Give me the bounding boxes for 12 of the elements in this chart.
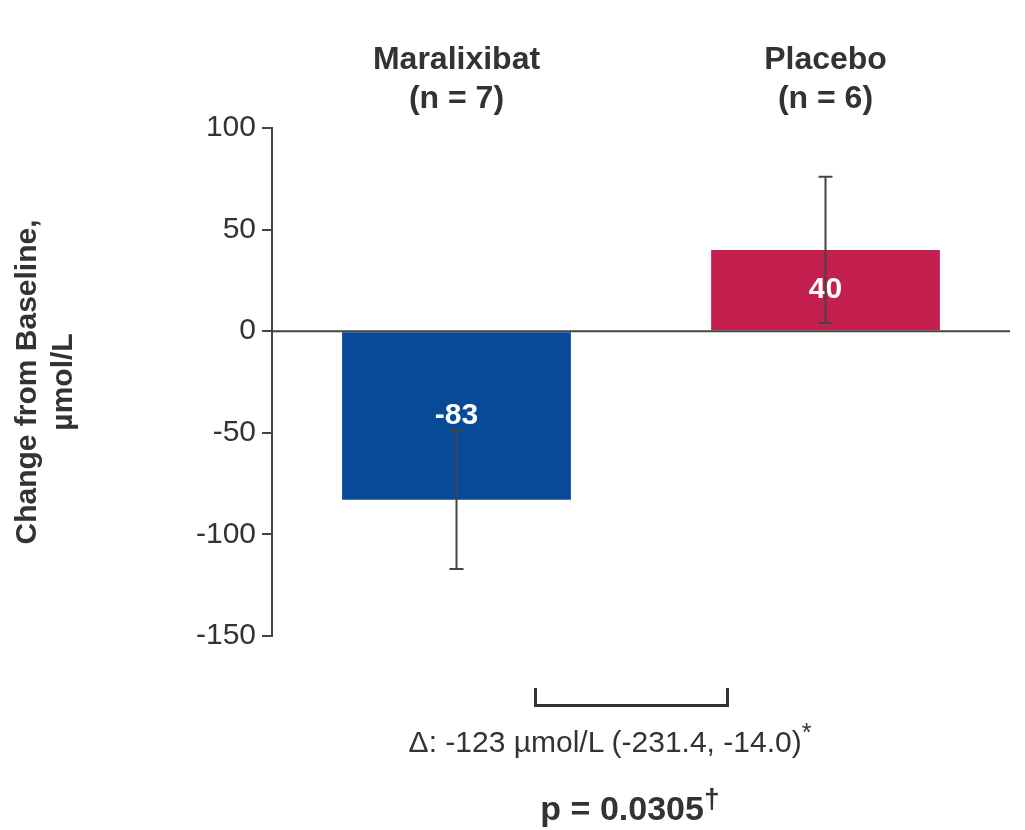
y-tick-label: 100 — [205, 109, 256, 143]
x-tick-label: Placebo (n = 6) — [764, 40, 887, 115]
y-tick-label: -50 — [212, 414, 256, 448]
data-label: -83 — [434, 397, 479, 431]
y-tick-label: -150 — [195, 617, 256, 651]
y-tick-label: -100 — [195, 515, 256, 549]
y-tick-label: 50 — [222, 210, 256, 244]
y-tick-label: 0 — [239, 312, 256, 346]
y-axis-title: Change from Baseline, µmol/L — [9, 219, 79, 545]
text: p = 0.0305$^{†}$ — [539, 782, 721, 829]
text: Δ: -123 µmol/L (-231.4, -14.0)$^{*}$ — [407, 718, 813, 759]
x-tick-label: Maralixibat (n = 7) — [372, 40, 541, 115]
